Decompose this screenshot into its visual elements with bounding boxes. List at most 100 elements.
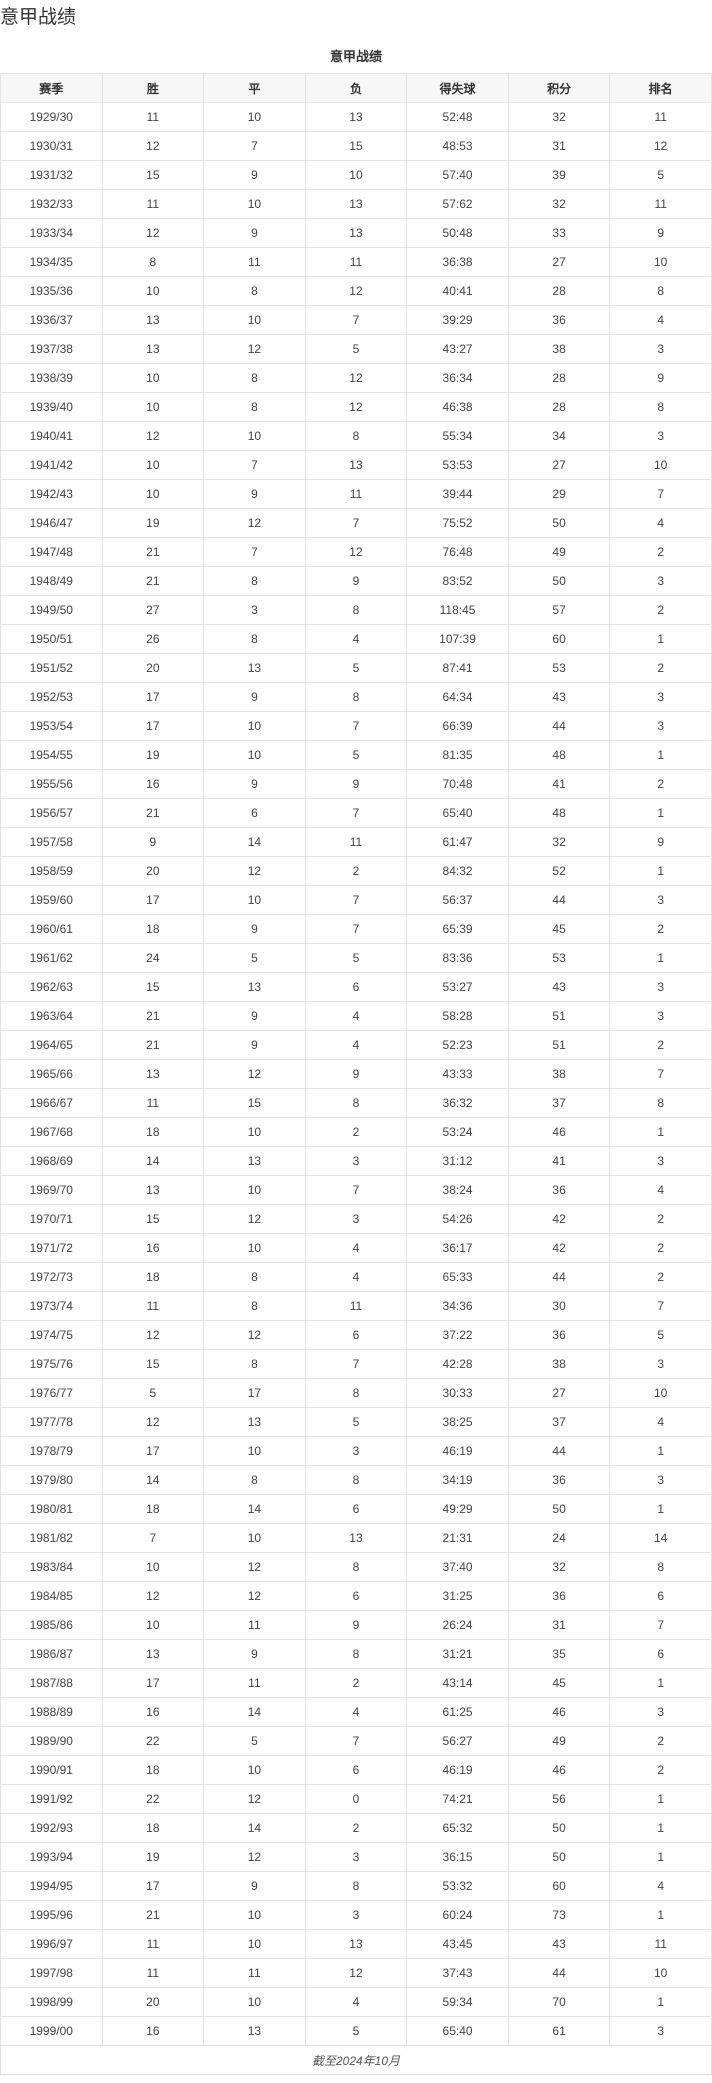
rank-cell: 2 bbox=[609, 914, 712, 944]
goals-cell: 64:34 bbox=[406, 682, 509, 712]
draws-cell: 14 bbox=[203, 1494, 306, 1524]
losses-cell: 6 bbox=[304, 972, 408, 1002]
goals-cell: 81:35 bbox=[406, 740, 509, 770]
rank-cell: 4 bbox=[609, 508, 712, 538]
wins-cell: 8 bbox=[101, 247, 205, 277]
wins-cell: 12 bbox=[101, 131, 205, 161]
rank-cell: 1 bbox=[609, 1842, 712, 1872]
rank-cell: 11 bbox=[609, 189, 712, 219]
draws-cell: 14 bbox=[203, 1697, 306, 1727]
table-row: 1983/84 10 12 8 37:40 32 8 bbox=[0, 1552, 712, 1582]
wins-cell: 22 bbox=[101, 1726, 205, 1756]
goals-cell: 61:25 bbox=[406, 1697, 509, 1727]
draws-cell: 3 bbox=[203, 595, 306, 625]
losses-cell: 3 bbox=[304, 1436, 408, 1466]
season-cell: 1938/39 bbox=[0, 363, 103, 393]
table-row: 1973/74 11 8 11 34:36 30 7 bbox=[0, 1291, 712, 1321]
points-cell: 57 bbox=[507, 595, 611, 625]
goals-cell: 107:39 bbox=[406, 624, 509, 654]
losses-cell: 2 bbox=[304, 1668, 408, 1698]
draws-cell: 10 bbox=[203, 189, 306, 219]
rank-cell: 3 bbox=[609, 2016, 712, 2046]
season-cell: 1967/68 bbox=[0, 1117, 103, 1147]
goals-cell: 31:12 bbox=[406, 1146, 509, 1176]
table-row: 1989/90 22 5 7 56:27 49 2 bbox=[0, 1726, 712, 1756]
points-cell: 28 bbox=[507, 276, 611, 306]
season-cell: 1961/62 bbox=[0, 943, 103, 973]
goals-cell: 26:24 bbox=[406, 1610, 509, 1640]
draws-cell: 10 bbox=[203, 421, 306, 451]
goals-cell: 31:21 bbox=[406, 1639, 509, 1669]
wins-cell: 15 bbox=[101, 1204, 205, 1234]
goals-cell: 56:27 bbox=[406, 1726, 509, 1756]
season-cell: 1980/81 bbox=[0, 1494, 103, 1524]
losses-cell: 11 bbox=[304, 479, 408, 509]
losses-cell: 8 bbox=[304, 421, 408, 451]
season-cell: 1930/31 bbox=[0, 131, 103, 161]
losses-cell: 8 bbox=[304, 1088, 408, 1118]
points-cell: 44 bbox=[507, 1958, 611, 1988]
points-cell: 49 bbox=[507, 1726, 611, 1756]
goals-cell: 65:32 bbox=[406, 1813, 509, 1843]
wins-cell: 10 bbox=[101, 363, 205, 393]
rank-cell: 3 bbox=[609, 972, 712, 1002]
points-cell: 43 bbox=[507, 682, 611, 712]
losses-cell: 4 bbox=[304, 624, 408, 654]
draws-cell: 11 bbox=[203, 247, 306, 277]
points-cell: 39 bbox=[507, 160, 611, 190]
losses-cell: 7 bbox=[304, 1726, 408, 1756]
rank-cell: 8 bbox=[609, 1088, 712, 1118]
table-body: 1929/30 11 10 13 52:48 32 11 1930/31 12 7 15 48:53 3… bbox=[0, 102, 712, 2046]
points-cell: 38 bbox=[507, 1349, 611, 1379]
goals-cell: 52:48 bbox=[406, 102, 509, 132]
goals-cell: 37:43 bbox=[406, 1958, 509, 1988]
losses-cell: 9 bbox=[304, 566, 408, 596]
rank-cell: 1 bbox=[609, 1494, 712, 1524]
rank-cell: 6 bbox=[609, 1639, 712, 1669]
rank-cell: 2 bbox=[609, 1030, 712, 1060]
rank-cell: 4 bbox=[609, 1871, 712, 1901]
draws-cell: 15 bbox=[203, 1088, 306, 1118]
rank-cell: 9 bbox=[609, 363, 712, 393]
table-row: 1970/71 15 12 3 54:26 42 2 bbox=[0, 1204, 712, 1234]
goals-cell: 74:21 bbox=[406, 1784, 509, 1814]
wins-cell: 18 bbox=[101, 1117, 205, 1147]
rank-cell: 4 bbox=[609, 1407, 712, 1437]
wins-cell: 16 bbox=[101, 1697, 205, 1727]
table-row: 1946/47 19 12 7 75:52 50 4 bbox=[0, 508, 712, 538]
season-cell: 1963/64 bbox=[0, 1001, 103, 1031]
wins-cell: 21 bbox=[101, 1030, 205, 1060]
wins-cell: 11 bbox=[101, 1929, 205, 1959]
rank-cell: 10 bbox=[609, 450, 712, 480]
draws-cell: 8 bbox=[203, 1465, 306, 1495]
wins-cell: 14 bbox=[101, 1465, 205, 1495]
wins-cell: 12 bbox=[101, 1320, 205, 1350]
season-cell: 1939/40 bbox=[0, 392, 103, 422]
points-cell: 35 bbox=[507, 1639, 611, 1669]
season-cell: 1971/72 bbox=[0, 1233, 103, 1263]
points-cell: 28 bbox=[507, 363, 611, 393]
goals-cell: 76:48 bbox=[406, 537, 509, 567]
table-row: 1975/76 15 8 7 42:28 38 3 bbox=[0, 1349, 712, 1379]
season-cell: 1956/57 bbox=[0, 798, 103, 828]
points-cell: 30 bbox=[507, 1291, 611, 1321]
draws-cell: 9 bbox=[203, 914, 306, 944]
rank-cell: 1 bbox=[609, 1813, 712, 1843]
table-row: 1972/73 18 8 4 65:33 44 2 bbox=[0, 1262, 712, 1292]
goals-cell: 40:41 bbox=[406, 276, 509, 306]
losses-cell: 3 bbox=[304, 1204, 408, 1234]
wins-cell: 21 bbox=[101, 798, 205, 828]
losses-cell: 6 bbox=[304, 1581, 408, 1611]
rank-cell: 8 bbox=[609, 276, 712, 306]
draws-cell: 8 bbox=[203, 624, 306, 654]
losses-cell: 5 bbox=[304, 740, 408, 770]
draws-cell: 11 bbox=[203, 1668, 306, 1698]
wins-cell: 17 bbox=[101, 1871, 205, 1901]
goals-cell: 31:25 bbox=[406, 1581, 509, 1611]
goals-cell: 57:40 bbox=[406, 160, 509, 190]
goals-cell: 65:33 bbox=[406, 1262, 509, 1292]
points-cell: 42 bbox=[507, 1204, 611, 1234]
wins-cell: 20 bbox=[101, 1987, 205, 2017]
season-cell: 1973/74 bbox=[0, 1291, 103, 1321]
rank-cell: 9 bbox=[609, 218, 712, 248]
